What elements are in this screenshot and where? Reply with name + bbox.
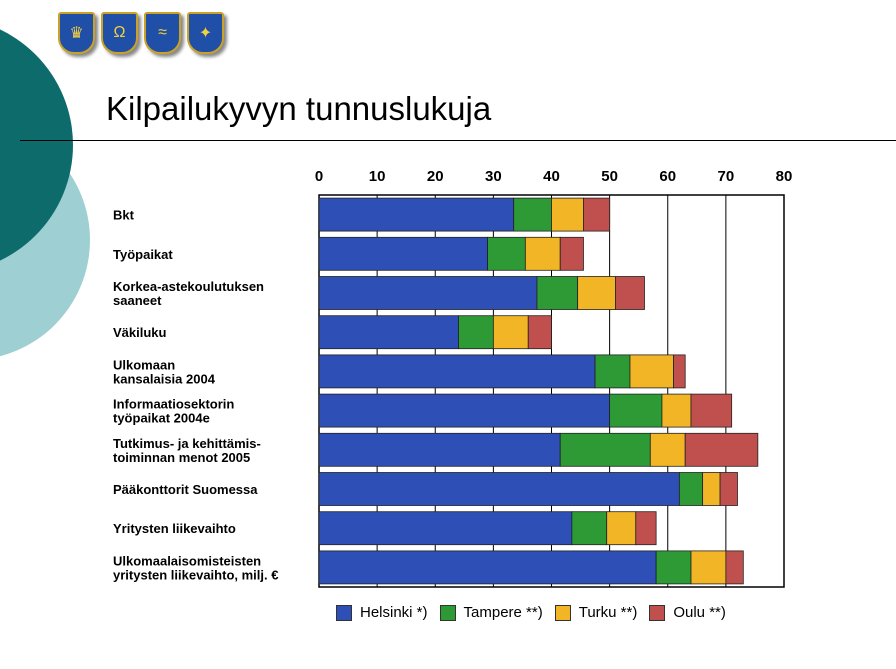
legend-swatch [439,604,456,621]
bar-segment [318,472,680,506]
x-tick-label: 50 [601,168,618,185]
category-label-line: Ulkomaalaisomisteisten [113,553,261,568]
bar-segment [649,432,686,467]
legend-item: Helsinki *) [336,604,428,621]
bar-segment [606,511,637,546]
bar-segment [719,472,738,506]
category-label-line: saaneet [113,293,162,308]
bar-segment [318,354,596,389]
bar-segment [655,550,692,585]
category-label-line: Ulkomaan [113,357,175,372]
category-label: Yritysten liikevaihto [113,521,236,536]
x-tick-label: 80 [776,168,793,185]
category-label-line: Väkiluku [113,325,167,340]
legend-label: Oulu **) [673,604,726,621]
bar-segment [559,432,651,467]
bar-segment [318,550,657,585]
crown-wave-crest-icon: ≈ [144,12,181,54]
bar-segment [527,315,552,350]
legend-item: Oulu **) [649,604,726,621]
chart-legend: Helsinki *) Tampere **) Turku **) Oulu **) [336,604,738,621]
category-label: Ulkomaalaisomisteisten yritysten liikevai… [113,553,278,582]
x-tick-label: 30 [485,168,502,185]
bar-segment [702,472,721,506]
bar-segment [487,236,526,271]
bar-segment [678,472,704,506]
category-label-line: yritysten liikevaihto, milj. € [113,567,278,582]
crown-horseshoe-crest-icon: Ω [101,12,138,54]
bar-segment [318,236,488,271]
bar-segment [690,393,733,428]
x-tick-label: 70 [718,168,735,185]
category-label: Pääkonttorit Suomessa [113,482,258,497]
x-tick-label: 0 [315,168,323,185]
bar-segment [536,276,579,310]
bar-segment [318,315,459,350]
bar-segment [571,511,608,546]
category-label-line: Yritysten liikevaihto [113,521,236,536]
x-tick-label: 60 [659,168,676,185]
legend-item: Tampere **) [439,604,543,621]
category-label-line: Bkt [113,208,135,223]
bar-segment [594,354,631,389]
category-label-line: työpaikat 2004e [113,411,210,426]
category-label: Ulkomaan kansalaisia 2004 [113,357,216,386]
category-label: Tutkimus- ja kehittämis-toiminnan menot … [113,436,261,465]
bar-segment [318,393,611,428]
bar-segment [577,276,616,310]
category-label: Väkiluku [113,325,167,340]
bar-segment [684,432,759,467]
bar-segment [318,197,515,232]
x-tick-label: 40 [543,168,560,185]
crown-squirrel-crest-icon: ✦ [187,12,224,54]
bar-segment [318,432,561,467]
bar-segment [551,197,584,232]
bar-segment [583,197,611,232]
category-label: Työpaikat [113,247,173,262]
bar-segment [492,315,529,350]
legend-label: Turku **) [578,604,638,621]
bar-segment [661,393,692,428]
bar-segment [318,276,538,310]
legend-label: Tampere **) [463,604,543,621]
background-decoration [0,29,90,357]
legend-swatch [649,604,666,621]
category-label: Korkea-astekoulutuksen saaneet [113,279,264,308]
category-label-line: Työpaikat [113,247,173,262]
legend-swatch [336,604,352,621]
title-divider [20,140,896,141]
category-label-line: Pääkonttorit Suomessa [113,482,258,497]
bar-segment [635,511,657,546]
crown-ship-crest-icon: ♛ [58,12,95,54]
bar-segment [673,354,686,389]
x-tick-label: 20 [427,168,444,185]
bar-segment [725,550,744,585]
category-label-line: kansalaisia 2004 [113,371,216,386]
category-label: Informaatiosektorin työpaikat 2004e [113,397,234,426]
category-label-line: Tutkimus- ja kehittämis- [113,436,261,451]
legend-swatch [554,604,571,621]
bar-segment [609,393,663,428]
slide-title: Kilpailukyvyn tunnuslukuja [106,90,492,127]
legend-item: Turku **) [554,604,638,621]
category-label-line: Informaatiosektorin [113,397,234,412]
city-crests: ♛ Ω ≈ ✦ [58,12,224,54]
category-label: Bkt [113,208,135,223]
bar-segment [629,354,674,389]
x-tick-label: 10 [369,168,386,185]
dark-teal-circle [0,29,73,261]
bar-segment [615,276,645,310]
bar-segment [559,236,584,271]
bar-segment [318,511,573,546]
bar-segment [690,550,727,585]
legend-label: Helsinki *) [360,604,428,621]
bar-segment [458,315,494,350]
bar-segment [513,197,552,232]
category-label-line: Korkea-astekoulutuksen [113,279,264,294]
category-label-line: toiminnan menot 2005 [113,450,250,465]
bar-segment [524,236,561,271]
